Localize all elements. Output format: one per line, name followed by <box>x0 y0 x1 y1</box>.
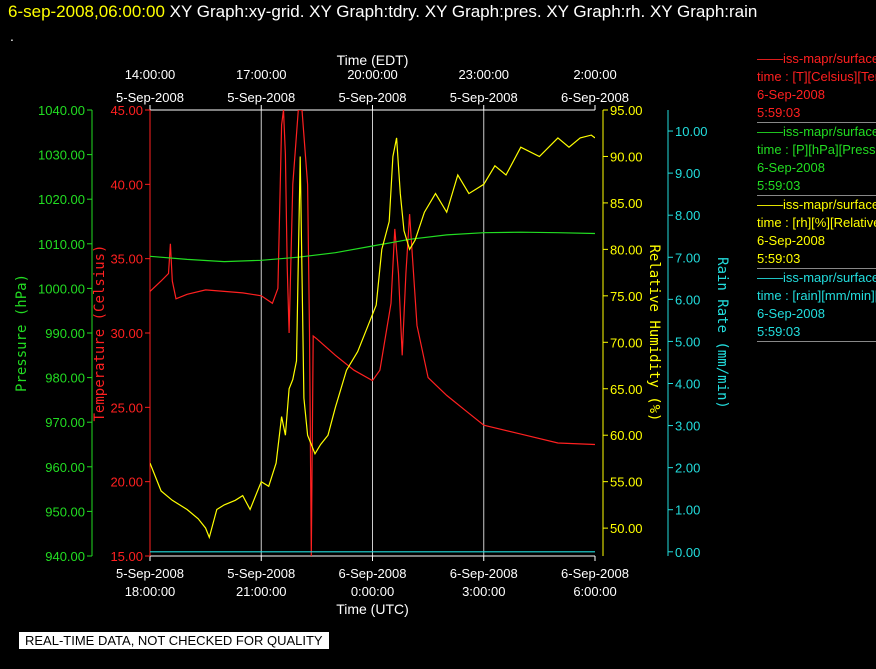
rh-series-line <box>150 134 595 540</box>
rh-tick-label: 95.00 <box>610 103 643 118</box>
pres-tick-label: 980.00 <box>45 371 85 386</box>
rain-tick-label: 9.00 <box>675 166 700 181</box>
pres-tick-label: 940.00 <box>45 549 85 564</box>
rain-tick-label: 8.00 <box>675 208 700 223</box>
legend-date: 6-Sep-2008 <box>757 87 825 102</box>
legend-variable: time : [T][Celsius][Temperature] <box>757 69 876 84</box>
pres-axis-title: Pressure (hPa) <box>14 274 30 392</box>
legend-item: ——iss-mapr/surface time : [rain][mm/min][… <box>757 269 876 342</box>
legend-series-name: ——iss-mapr/surface <box>757 270 876 285</box>
temp-tick-label: 15.00 <box>110 549 143 564</box>
top-tick-label: 5-Sep-2008 <box>450 90 518 105</box>
rh-tick-label: 50.00 <box>610 521 643 536</box>
legend-date: 6-Sep-2008 <box>757 306 825 321</box>
top-tick-label: 14:00:00 <box>125 67 176 82</box>
rain-tick-label: 2.00 <box>675 461 700 476</box>
bottom-tick-label: 6-Sep-2008 <box>339 566 407 581</box>
rh-tick-label: 75.00 <box>610 289 643 304</box>
pres-tick-label: 950.00 <box>45 504 85 519</box>
pres-tick-label: 970.00 <box>45 415 85 430</box>
top-tick-label: 17:00:00 <box>236 67 287 82</box>
rh-tick-label: 70.00 <box>610 335 643 350</box>
pres-tick-label: 1010.00 <box>38 237 85 252</box>
top-tick-label: 5-Sep-2008 <box>116 90 184 105</box>
rh-tick-label: 65.00 <box>610 382 643 397</box>
cursor-dot: . <box>10 28 14 44</box>
pres-tick-label: 960.00 <box>45 460 85 475</box>
temp-tick-label: 25.00 <box>110 400 143 415</box>
rain-tick-label: 7.00 <box>675 250 700 265</box>
bottom-tick-label: 0:00:00 <box>351 584 394 599</box>
temp-tick-label: 45.00 <box>110 103 143 118</box>
bottom-tick-label: 3:00:00 <box>462 584 505 599</box>
temp-tick-label: 20.00 <box>110 475 143 490</box>
rh-axis-title: Relative Humidity (%) <box>646 244 662 421</box>
title-graphs: XY Graph:xy-grid. XY Graph:tdry. XY Grap… <box>169 2 758 21</box>
bottom-axis-title: Time (UTC) <box>336 601 409 617</box>
temp-axis-title: Temperature (Celsius) <box>92 244 108 421</box>
bottom-tick-label: 18:00:00 <box>125 584 176 599</box>
rh-tick-label: 90.00 <box>610 149 643 164</box>
pres-series-line <box>150 231 595 263</box>
rain-tick-label: 3.00 <box>675 419 700 434</box>
temp-series-line <box>150 110 595 556</box>
bottom-tick-label: 21:00:00 <box>236 584 287 599</box>
rh-tick-label: 55.00 <box>610 475 643 490</box>
rain-tick-label: 0.00 <box>675 545 700 560</box>
pres-tick-label: 990.00 <box>45 326 85 341</box>
legend-series-name: ——iss-mapr/surface <box>757 51 876 66</box>
title-date: 6-sep-2008,06:00:00 <box>8 2 165 21</box>
top-tick-label: 23:00:00 <box>458 67 509 82</box>
legend-variable: time : [rain][mm/min][Rain Rate] <box>757 288 876 303</box>
bottom-tick-label: 5-Sep-2008 <box>116 566 184 581</box>
legend-date: 6-Sep-2008 <box>757 160 825 175</box>
bottom-tick-label: 6:00:00 <box>573 584 616 599</box>
rain-axis-title: Rain Rate (mm/min) <box>714 257 730 409</box>
top-tick-label: 6-Sep-2008 <box>561 90 629 105</box>
rain-tick-label: 5.00 <box>675 334 700 349</box>
temp-tick-label: 35.00 <box>110 252 143 267</box>
top-tick-label: 2:00:00 <box>573 67 616 82</box>
rain-tick-label: 1.00 <box>675 503 700 518</box>
legend-date: 6-Sep-2008 <box>757 233 825 248</box>
legend-time: 5:59:03 <box>757 178 801 193</box>
rain-tick-label: 4.00 <box>675 376 700 391</box>
temp-tick-label: 40.00 <box>110 177 143 192</box>
legend: ——iss-mapr/surface time : [T][Celsius][Te… <box>757 50 876 342</box>
bottom-tick-label: 6-Sep-2008 <box>450 566 518 581</box>
top-tick-label: 20:00:00 <box>347 67 398 82</box>
rh-tick-label: 80.00 <box>610 242 643 257</box>
top-tick-label: 5-Sep-2008 <box>339 90 407 105</box>
pres-tick-label: 1000.00 <box>38 281 85 296</box>
bottom-tick-label: 6-Sep-2008 <box>561 566 629 581</box>
window-title: 6-sep-2008,06:00:00 XY Graph:xy-grid. XY… <box>8 2 757 22</box>
top-axis-title: Time (EDT) <box>337 52 409 68</box>
rain-tick-label: 6.00 <box>675 292 700 307</box>
legend-item: ——iss-mapr/surface time : [P][hPa][Pressu… <box>757 123 876 196</box>
legend-item: ——iss-mapr/surface time : [rh][%][Relativ… <box>757 196 876 269</box>
rh-tick-label: 85.00 <box>610 196 643 211</box>
quality-disclaimer: REAL-TIME DATA, NOT CHECKED FOR QUALITY <box>19 632 329 649</box>
legend-time: 5:59:03 <box>757 105 801 120</box>
rh-tick-label: 60.00 <box>610 428 643 443</box>
legend-series-name: ——iss-mapr/surface <box>757 197 876 212</box>
pres-tick-label: 1030.00 <box>38 148 85 163</box>
top-tick-label: 5-Sep-2008 <box>227 90 295 105</box>
legend-item: ——iss-mapr/surface time : [T][Celsius][Te… <box>757 50 876 123</box>
legend-time: 5:59:03 <box>757 251 801 266</box>
bottom-tick-label: 5-Sep-2008 <box>227 566 295 581</box>
legend-variable: time : [rh][%][Relative Humidity] <box>757 215 876 230</box>
rain-tick-label: 10.00 <box>675 124 708 139</box>
legend-variable: time : [P][hPa][Pressure] <box>757 142 876 157</box>
pres-tick-label: 1040.00 <box>38 103 85 118</box>
temp-tick-label: 30.00 <box>110 326 143 341</box>
legend-time: 5:59:03 <box>757 324 801 339</box>
legend-series-name: ——iss-mapr/surface <box>757 124 876 139</box>
pres-tick-label: 1020.00 <box>38 192 85 207</box>
